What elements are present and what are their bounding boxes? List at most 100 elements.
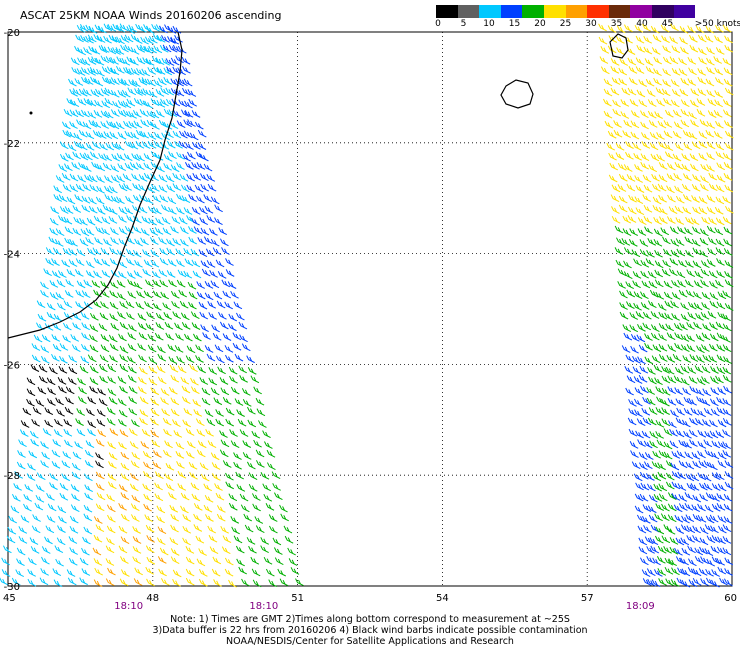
wind-barb — [665, 578, 674, 587]
wind-barb — [707, 247, 716, 256]
wind-barb — [238, 365, 247, 374]
wind-barb — [131, 494, 141, 503]
wind-barb — [61, 460, 71, 469]
wind-barb — [57, 270, 67, 278]
wind-barb — [28, 450, 38, 459]
wind-barb — [711, 569, 720, 577]
wind-barb — [627, 57, 637, 66]
wind-barb — [138, 354, 147, 363]
wind-barb — [190, 311, 200, 319]
wind-barb — [685, 260, 694, 268]
wind-barb — [164, 473, 174, 482]
wind-barb — [610, 87, 620, 96]
wind-barb — [254, 516, 264, 524]
wind-barb — [697, 429, 707, 438]
wind-barb — [166, 247, 176, 256]
wind-barb — [124, 162, 134, 171]
wind-barb — [253, 386, 262, 395]
wind-barb — [640, 161, 649, 170]
wind-barb — [172, 419, 181, 427]
wind-barb — [709, 398, 719, 407]
wind-barb — [87, 68, 96, 76]
wind-barb — [241, 343, 251, 352]
wind-barb — [724, 471, 734, 479]
wind-barb — [663, 98, 672, 106]
wind-barb — [687, 78, 697, 86]
wind-barb — [59, 141, 69, 150]
wind-barb — [148, 90, 158, 98]
wind-barb — [228, 502, 238, 511]
wind-barb — [658, 311, 668, 320]
wind-barb — [287, 547, 296, 556]
wind-barb — [24, 484, 34, 492]
wind-barb — [110, 227, 119, 236]
wind-barb — [716, 343, 726, 352]
wind-barb — [199, 377, 209, 385]
wind-barb — [40, 345, 50, 353]
wind-barb — [172, 25, 182, 34]
wind-barb — [201, 268, 211, 277]
wind-barb — [636, 418, 646, 427]
wind-barb — [157, 526, 167, 534]
wind-barb — [622, 324, 632, 332]
wind-barb — [272, 537, 282, 546]
wind-barb — [101, 100, 111, 109]
wind-barb — [61, 172, 71, 181]
wind-barb — [241, 578, 250, 587]
wind-barb — [142, 268, 151, 277]
wind-barb — [629, 441, 639, 449]
wind-barb — [670, 409, 679, 418]
wind-barb — [603, 98, 612, 107]
wind-barb — [239, 429, 249, 437]
wind-barb — [78, 396, 87, 404]
wind-barb — [82, 121, 92, 130]
wind-barb — [699, 237, 709, 246]
wind-barb — [93, 257, 103, 266]
wind-barb — [147, 132, 157, 140]
wind-barb — [66, 130, 76, 139]
wind-barb — [711, 483, 721, 491]
lon-label: 54 — [436, 593, 449, 604]
wind-barb — [76, 428, 86, 437]
wind-barb — [681, 163, 691, 172]
wind-barb — [258, 420, 267, 428]
wind-barb — [182, 514, 192, 522]
wind-barb — [163, 77, 173, 85]
wind-barb — [125, 248, 135, 257]
wind-barb — [232, 332, 242, 341]
wind-barb — [697, 450, 706, 459]
wind-barb — [131, 173, 140, 182]
wind-barb — [140, 36, 149, 45]
wind-barb — [124, 206, 134, 215]
wind-barb — [148, 356, 158, 365]
wind-barb — [143, 153, 153, 161]
wind-barb — [95, 88, 104, 97]
wind-barb — [176, 193, 185, 202]
wind-barb — [653, 494, 663, 502]
wind-barb — [635, 57, 645, 66]
wind-barb — [221, 546, 231, 555]
wind-barb — [135, 129, 145, 138]
wind-barb — [134, 567, 143, 576]
wind-barb — [228, 579, 237, 588]
wind-barb — [124, 130, 134, 139]
wind-barb — [685, 216, 694, 225]
wind-barb — [224, 301, 233, 310]
wind-barb — [663, 451, 673, 460]
wind-barb — [58, 365, 68, 374]
wind-barb — [53, 313, 63, 322]
wind-barb — [247, 367, 257, 375]
wind-barb — [715, 238, 725, 247]
wind-barb — [667, 398, 677, 406]
wind-barb — [640, 153, 650, 162]
pass-time-label: 18:09 — [626, 601, 655, 612]
wind-barb — [18, 439, 27, 448]
wind-barb — [655, 503, 664, 511]
wind-barb — [673, 375, 683, 384]
wind-barb — [89, 151, 99, 160]
wind-barb — [236, 558, 245, 567]
wind-barb — [158, 119, 168, 128]
wind-barb — [151, 184, 160, 192]
wind-barb — [195, 535, 205, 544]
wind-barb — [653, 217, 662, 225]
